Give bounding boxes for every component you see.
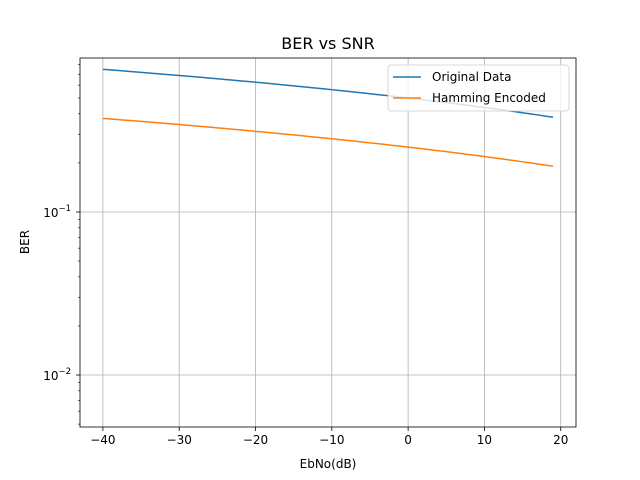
- x-tick-label: −20: [243, 433, 268, 447]
- x-tick-label: 10: [477, 433, 492, 447]
- x-axis-label: EbNo(dB): [300, 457, 357, 471]
- plot-frame: [79, 57, 577, 428]
- legend-label: Hamming Encoded: [432, 91, 546, 105]
- y-tick-label-exp: −2: [58, 367, 71, 377]
- y-tick-label: 10−1: [43, 204, 71, 220]
- y-axis: 10−210−1: [43, 64, 80, 425]
- x-tick-label: −40: [90, 433, 115, 447]
- legend-box: [387, 64, 570, 112]
- chart-title: BER vs SNR: [281, 34, 374, 53]
- x-axis: −40 −30 −20 −10 0 10 20: [90, 427, 568, 447]
- series-line: [102, 117, 554, 168]
- y-tick-label-exp: −1: [58, 204, 71, 214]
- x-tick-label: −10: [319, 433, 344, 447]
- y-axis-label: BER: [18, 230, 32, 254]
- y-tick-label-base: 10: [43, 369, 58, 383]
- y-tick-label: 10−2: [43, 367, 71, 383]
- y-tick-label-base: 10: [43, 206, 58, 220]
- legend: Original Data Hamming Encoded: [387, 64, 570, 112]
- grid: [80, 58, 576, 427]
- legend-label: Original Data: [432, 70, 511, 84]
- x-tick-label: 0: [404, 433, 412, 447]
- plot-area: [80, 58, 576, 427]
- x-tick-label: −30: [167, 433, 192, 447]
- x-tick-label: 20: [553, 433, 568, 447]
